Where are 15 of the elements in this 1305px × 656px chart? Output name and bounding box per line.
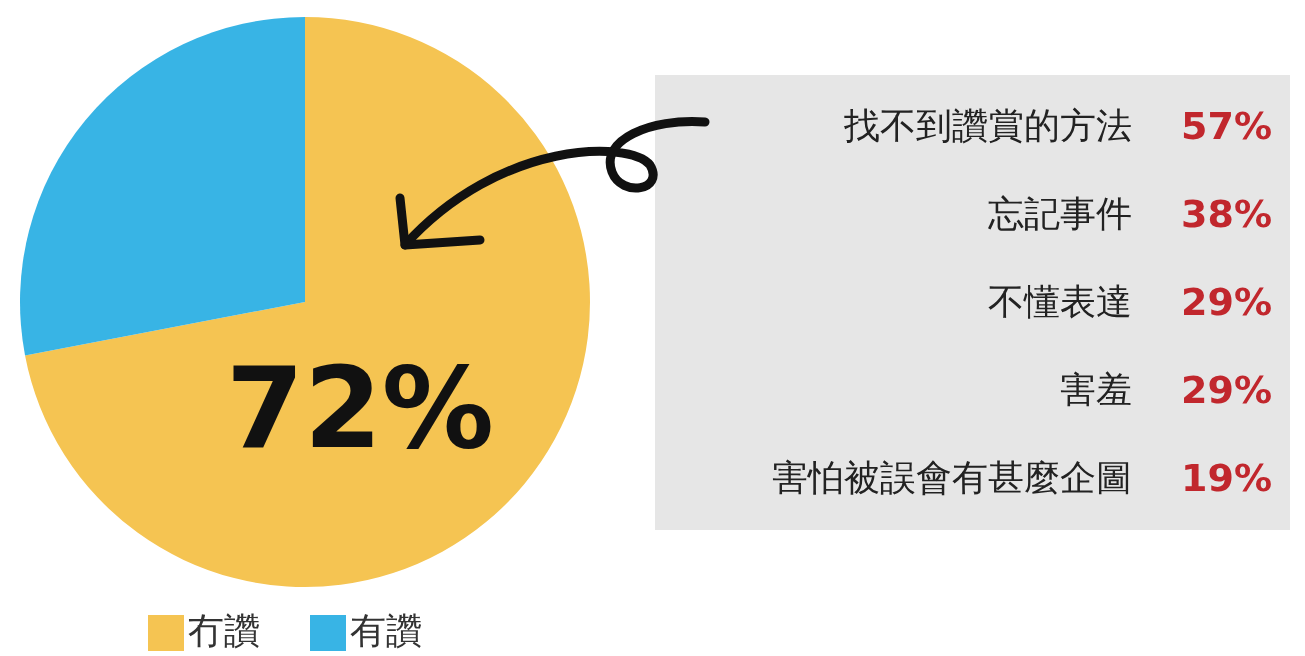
data-label: 72% bbox=[225, 343, 495, 473]
legend-label: 有讚 bbox=[350, 610, 422, 651]
text: 不懂表達 bbox=[988, 279, 1132, 324]
text: 29% bbox=[1180, 368, 1272, 412]
text: 29% bbox=[1180, 280, 1272, 324]
text: 找不到讚賞的方法 bbox=[844, 103, 1132, 148]
text: 57% bbox=[1180, 104, 1272, 148]
pie-slice bbox=[25, 17, 590, 587]
text: 害怕被誤會有甚麼企圖 bbox=[772, 455, 1132, 500]
text: 害羞 bbox=[1060, 367, 1132, 412]
pie-slice bbox=[20, 17, 305, 356]
text: 忘記事件 bbox=[988, 191, 1132, 236]
text: 19% bbox=[1180, 456, 1272, 500]
text: 38% bbox=[1180, 192, 1272, 236]
legend-label: 冇讚 bbox=[188, 610, 260, 651]
